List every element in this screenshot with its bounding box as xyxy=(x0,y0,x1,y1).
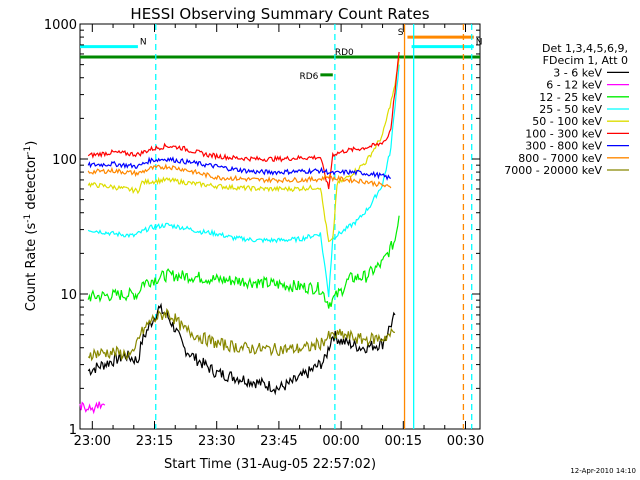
flag-label: N xyxy=(476,38,483,48)
y-tick-label: 1 xyxy=(69,423,77,438)
legend: Det 1,3,4,5,6,9,FDecim 1, Att 03 - 6 keV… xyxy=(504,42,629,177)
legend-entry-label: 6 - 12 keV xyxy=(546,79,602,92)
legend-entry-label: 50 - 100 keV xyxy=(532,115,602,128)
series-line-8 xyxy=(87,163,392,189)
series-line-1 xyxy=(87,302,396,396)
y-tick-label: 1000 xyxy=(44,18,77,33)
legend-header: Det 1,3,4,5,6,9, xyxy=(542,42,628,55)
y-axis-label: Count Rate (s-1 detector-1) xyxy=(23,141,39,312)
legend-header: FDecim 1, Att 0 xyxy=(543,54,628,67)
x-tick-label: 00:30 xyxy=(447,434,484,449)
chart-title: HESSI Observing Summary Count Rates xyxy=(130,5,429,23)
legend-entry-label: 12 - 25 keV xyxy=(539,91,602,104)
x-tick-label: 23:15 xyxy=(136,434,173,449)
y-axis-ticks: 1 10 100 1000 xyxy=(44,18,480,438)
y-tick-label: 100 xyxy=(52,153,77,168)
x-tick-label: 00:00 xyxy=(322,434,359,449)
footer-date: 12-Apr-2010 14:10 xyxy=(570,467,636,475)
plot-frame xyxy=(79,23,481,430)
flag-label: S xyxy=(398,28,404,38)
flag-label: RD0 xyxy=(335,48,354,58)
series-line-4 xyxy=(87,64,400,298)
x-tick-label: 23:45 xyxy=(260,434,297,449)
legend-entry-label: 300 - 800 keV xyxy=(525,140,602,153)
x-tick-label: 23:00 xyxy=(74,434,111,449)
legend-entry-label: 7000 - 20000 keV xyxy=(504,164,602,177)
flag-lines: N N RD0 RD6 S xyxy=(80,28,483,82)
flag-label: N xyxy=(140,38,147,48)
y-tick-label: 10 xyxy=(60,288,77,303)
legend-entry-label: 800 - 7000 keV xyxy=(518,152,602,165)
series-line-7 xyxy=(87,156,392,181)
x-axis-label: Start Time (31-Aug-05 22:57:02) xyxy=(164,457,376,472)
data-series xyxy=(79,51,400,415)
legend-entry-label: 3 - 6 keV xyxy=(553,66,602,79)
series-line-3 xyxy=(87,215,400,309)
series-line-6 xyxy=(87,51,400,190)
legend-entry-label: 100 - 300 keV xyxy=(525,127,602,140)
x-tick-label: 23:30 xyxy=(198,434,235,449)
series-line-9 xyxy=(87,307,395,362)
legend-entry-label: 25 - 50 keV xyxy=(539,103,602,116)
x-tick-label: 00:15 xyxy=(385,434,422,449)
plot-area: N N RD0 RD6 S 23:00 23:15 23:30 23:45 00:00 00:15… xyxy=(44,18,484,449)
series-line-2 xyxy=(79,401,106,415)
series-line-5 xyxy=(87,57,400,243)
flag-label: RD6 xyxy=(299,72,318,82)
x-axis-ticks: 23:00 23:15 23:30 23:45 00:00 00:15 00:30 xyxy=(74,24,484,449)
